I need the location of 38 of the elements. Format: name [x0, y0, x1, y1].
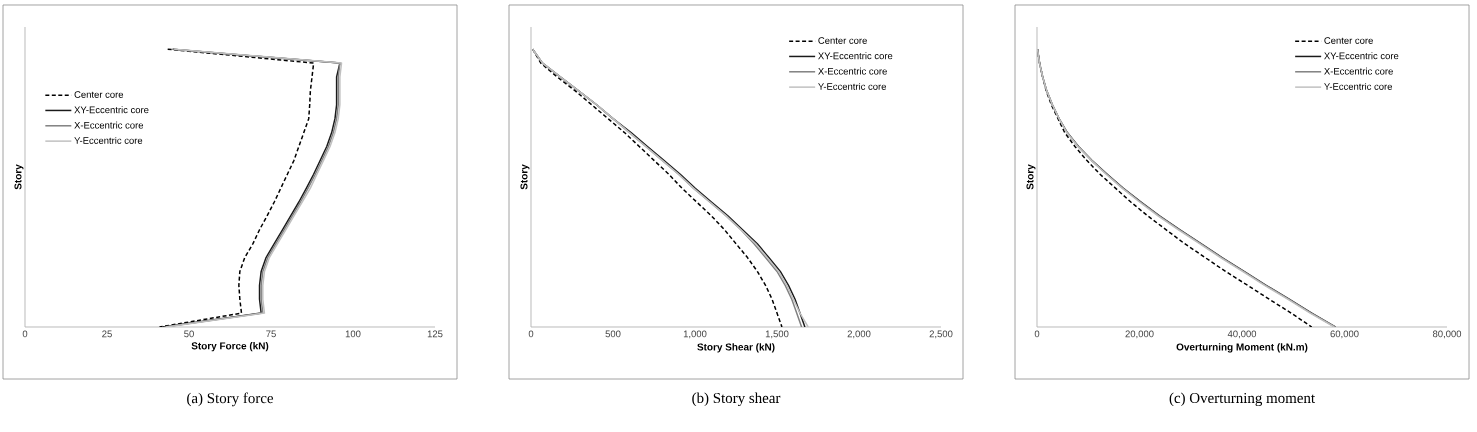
x-tick-label: 40,000	[1227, 330, 1257, 339]
x-tick-label: 1,000	[683, 330, 707, 339]
text: (b) Story shear	[692, 392, 781, 407]
x-tick-label: 80,000	[1432, 330, 1462, 339]
text: (a) Story force	[187, 392, 274, 407]
y-axis-title: Story	[520, 164, 530, 190]
x-tick-label: 0	[22, 330, 28, 338]
x-tick-label: 500	[605, 330, 621, 338]
legend-label: Y-Eccentric core	[818, 82, 887, 90]
legend-label: XY-Eccentric core	[74, 106, 149, 114]
legend-label: Center core	[1324, 37, 1373, 44]
y-axis-title: Story	[1026, 164, 1036, 190]
x-axis-title: Overturning Moment (kN.m)	[1176, 343, 1308, 353]
x-tick-label: 25	[102, 330, 112, 338]
x-tick-label: 75	[266, 330, 276, 338]
legend-label: XY-Eccentric core	[1324, 52, 1399, 60]
legend-label: Y-Eccentric core	[74, 136, 143, 144]
x-tick-label: 0	[528, 330, 534, 338]
text: (c) Overturning moment	[1169, 392, 1315, 407]
x-tick-label: 2,500	[929, 330, 953, 339]
legend-label: XY-Eccentric core	[818, 52, 893, 60]
x-tick-label: 125	[427, 330, 443, 338]
x-tick-label: 60,000	[1330, 330, 1359, 339]
x-tick-label: 100	[345, 330, 361, 338]
y-axis-title: Story	[14, 164, 24, 190]
legend-label: Center core	[74, 91, 124, 98]
x-tick-label: 50	[184, 330, 194, 338]
x-tick-label: 0	[1034, 330, 1040, 338]
legend-label: Y-Eccentric core	[1324, 82, 1393, 90]
x-tick-label: 1,500	[765, 330, 789, 339]
x-axis-title: Story Shear (kN)	[697, 343, 775, 353]
legend-label: X-Eccentric core	[1324, 67, 1393, 75]
x-axis-title: Story Force (kN)	[191, 342, 269, 352]
x-tick-label: 20,000	[1125, 330, 1154, 339]
x-tick-label: 2,000	[847, 330, 871, 339]
legend-label: X-Eccentric core	[818, 67, 887, 75]
legend-label: X-Eccentric core	[74, 121, 144, 129]
legend-label: Center core	[818, 37, 867, 44]
